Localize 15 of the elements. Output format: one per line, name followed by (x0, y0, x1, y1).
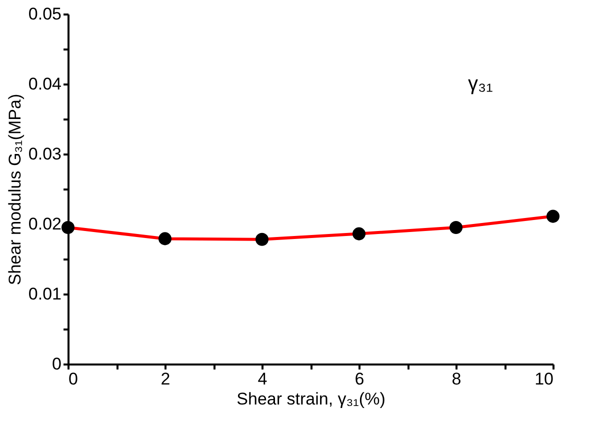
y-tick-label: 0.03 (28, 144, 62, 164)
x-tick-label: 10 (534, 370, 554, 388)
y-tick-label: 0 (52, 354, 62, 374)
y-tick-label: 0.05 (28, 4, 62, 24)
x-tick-label: 0 (68, 370, 78, 388)
annotation: γ₃₁ (468, 73, 494, 95)
x-axis-title: Shear strain, γ₃₁(%) (236, 390, 386, 408)
y-tick-label: 0.01 (28, 284, 62, 304)
x-tick-label: 8 (452, 370, 462, 388)
x-tick-label: 4 (258, 370, 268, 388)
y-tick-label: 0.02 (28, 214, 62, 234)
x-tick-label: 2 (160, 370, 170, 388)
y-axis-title: Shear modulus G₃₁(MPa) (5, 94, 24, 286)
y-tick-label: 0.04 (28, 74, 62, 94)
x-tick-label: 6 (354, 370, 364, 388)
